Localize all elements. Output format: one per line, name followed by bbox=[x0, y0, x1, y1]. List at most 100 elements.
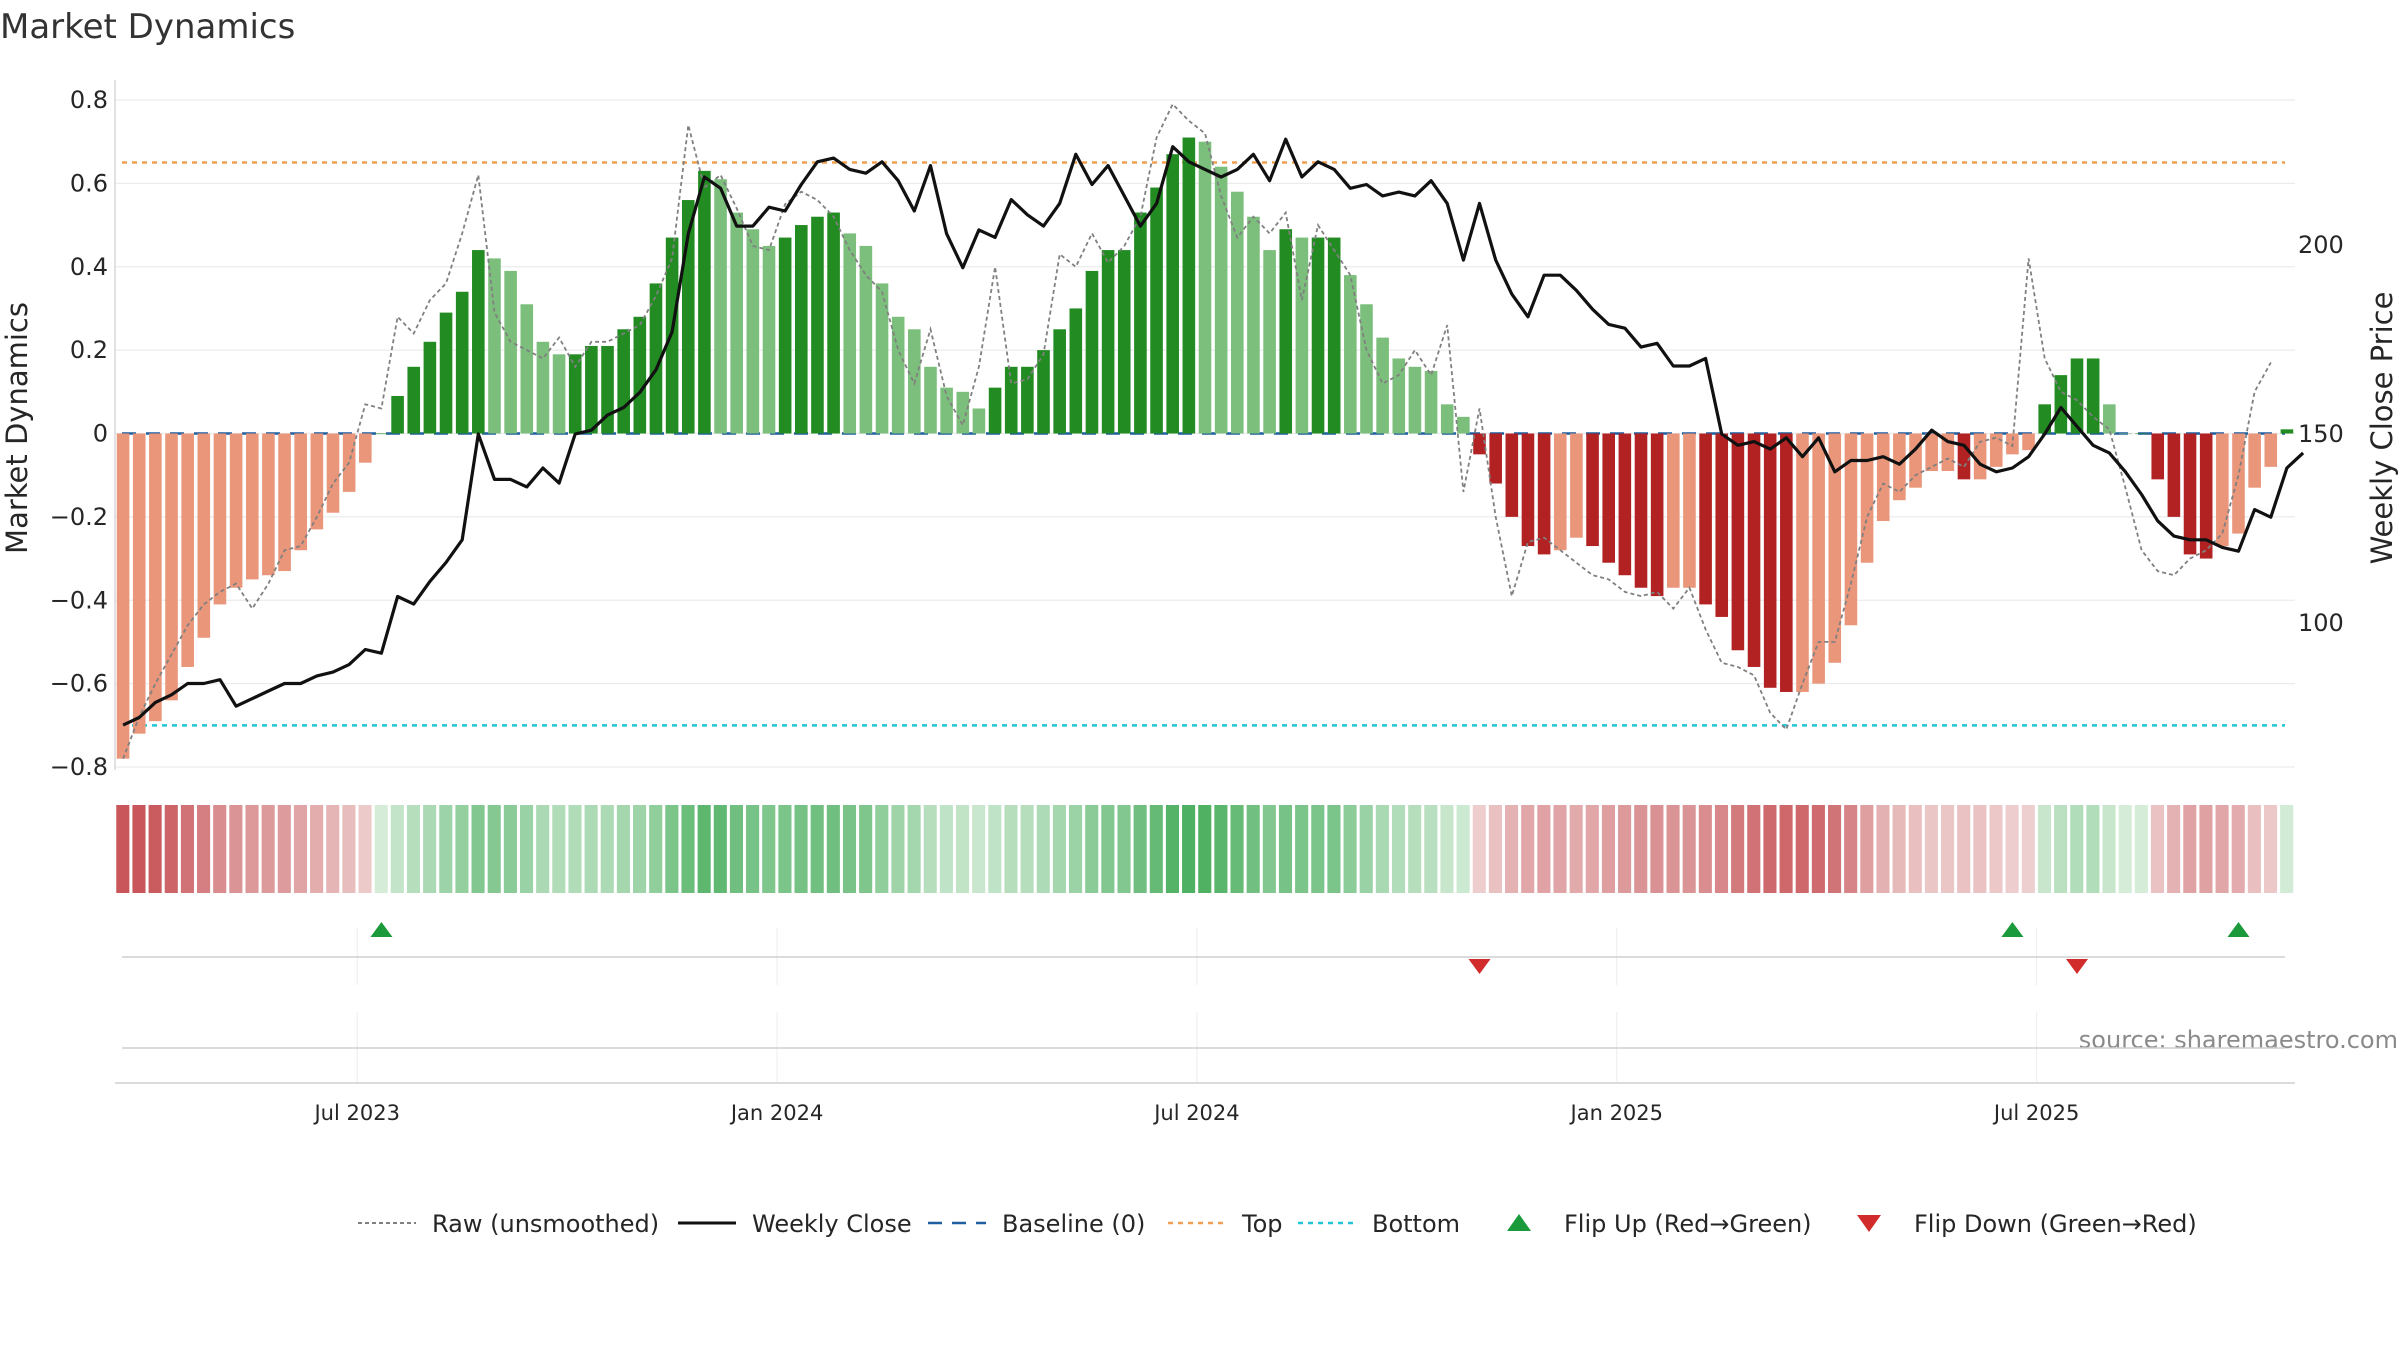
dynamics-bar bbox=[1731, 433, 1745, 651]
legend-label: Top bbox=[1241, 1210, 1283, 1238]
heat-strip-cell bbox=[2118, 805, 2132, 893]
heat-strip-cell bbox=[1957, 805, 1971, 893]
heat-strip-cell bbox=[2070, 805, 2084, 893]
heat-strip-cell bbox=[342, 805, 356, 893]
dynamics-bar bbox=[1957, 433, 1971, 480]
dynamics-bar bbox=[504, 270, 517, 434]
heat-strip-cell bbox=[132, 805, 146, 893]
heat-strip-cell bbox=[1440, 805, 1454, 893]
heat-strip-cell bbox=[2054, 805, 2068, 893]
x-tick-label: Jul 2024 bbox=[1152, 1101, 1239, 1125]
y-tick-label: −0.2 bbox=[50, 503, 108, 531]
dynamics-bar bbox=[633, 316, 647, 434]
heat-strip-cell bbox=[245, 805, 259, 893]
heat-strip-cell bbox=[1424, 805, 1438, 893]
dynamics-bar bbox=[794, 225, 808, 434]
heat-strip-cell bbox=[955, 805, 970, 893]
dynamics-bar bbox=[2022, 433, 2035, 451]
legend-label: Weekly Close bbox=[752, 1210, 912, 1238]
dynamics-bar bbox=[811, 216, 824, 434]
heat-strip-cell bbox=[1278, 805, 1293, 893]
dynamics-bar bbox=[1634, 433, 1648, 588]
heat-strip-cell bbox=[374, 805, 388, 893]
legend-item-close: Weekly Close bbox=[678, 1210, 912, 1238]
dynamics-bar bbox=[859, 245, 873, 434]
heat-strip-cell bbox=[2102, 805, 2116, 893]
dynamics-bar bbox=[778, 237, 792, 434]
heat-strip-cell bbox=[1521, 805, 1535, 893]
heat-strip-cell bbox=[536, 805, 550, 893]
heat-strip-cell bbox=[568, 805, 582, 893]
heat-strip-cell bbox=[1101, 805, 1115, 893]
dynamics-bar bbox=[2070, 358, 2084, 434]
heat-strip-cell bbox=[1844, 805, 1858, 893]
dynamics-bar bbox=[1424, 370, 1438, 434]
heat-strip-cell bbox=[2215, 805, 2229, 893]
dynamics-bar bbox=[568, 354, 582, 434]
dynamics-bar bbox=[746, 229, 760, 434]
legend-label: Bottom bbox=[1372, 1210, 1460, 1238]
heat-strip-cell bbox=[1408, 805, 1422, 893]
dynamics-bar bbox=[1392, 358, 1406, 434]
raw-series bbox=[122, 102, 2272, 760]
heat-strip-cell bbox=[972, 805, 986, 893]
heat-strip-cell bbox=[310, 805, 324, 893]
dynamics-bar bbox=[843, 233, 857, 434]
heat-strip-cell bbox=[293, 805, 308, 893]
dynamics-bar bbox=[698, 170, 711, 434]
dynamics-bar bbox=[455, 291, 469, 434]
weekly-close-series bbox=[122, 137, 2305, 727]
heat-strip-cell bbox=[2199, 805, 2213, 893]
dynamics-bar bbox=[1037, 350, 1050, 434]
heat-strip-cell bbox=[1359, 805, 1373, 893]
dynamics-bar bbox=[1570, 433, 1583, 538]
dynamics-bar bbox=[1973, 433, 1987, 480]
heat-strip-cell bbox=[826, 805, 840, 893]
heat-strip-cell bbox=[1149, 805, 1163, 893]
heat-strip-cell bbox=[2247, 805, 2261, 893]
heat-strip-cell bbox=[1295, 805, 1309, 893]
heat-strip-cell bbox=[180, 805, 194, 893]
heat-strip-cell bbox=[277, 805, 291, 893]
dynamics-bar bbox=[1893, 433, 1906, 501]
heat-strip-cell bbox=[1262, 805, 1276, 893]
heat-strip-cell bbox=[423, 805, 437, 893]
dynamics-bar bbox=[1117, 250, 1131, 434]
dynamics-bar bbox=[1279, 229, 1293, 434]
heat-strip-cell bbox=[842, 805, 857, 893]
legend-flip-up-icon bbox=[1507, 1214, 1531, 1231]
dynamics-bar bbox=[520, 304, 534, 434]
dynamics-bar bbox=[1763, 433, 1777, 688]
heat-strip-cell bbox=[1327, 805, 1341, 893]
dynamics-bar bbox=[2102, 404, 2116, 434]
dynamics-bar bbox=[1085, 270, 1099, 434]
dynamics-bar bbox=[326, 433, 340, 513]
dynamics-bar bbox=[1505, 433, 1519, 517]
heat-strip-cell bbox=[1569, 805, 1583, 893]
heat-strip-cell bbox=[1165, 805, 1180, 893]
dynamics-bar bbox=[1586, 433, 1599, 547]
heat-strip-cell bbox=[762, 805, 776, 893]
heat-strip-cell bbox=[681, 805, 695, 893]
heat-strip-cell bbox=[1827, 805, 1842, 893]
dynamics-bar bbox=[197, 433, 211, 638]
heat-strip-cell bbox=[213, 805, 227, 893]
heat-strip-cell bbox=[1052, 805, 1066, 893]
heat-strip-cell bbox=[810, 805, 824, 893]
heat-strip-cell bbox=[1779, 805, 1793, 893]
dynamics-bar bbox=[1473, 433, 1486, 455]
heat-strip-cell bbox=[1601, 805, 1616, 893]
dynamics-bar bbox=[617, 329, 630, 434]
dynamics-bar bbox=[924, 366, 937, 434]
dynamics-bar bbox=[1747, 433, 1761, 667]
y2-tick-label: 100 bbox=[2298, 609, 2344, 637]
dynamics-bar bbox=[1021, 366, 1034, 434]
heat-strip-cell bbox=[148, 805, 162, 893]
dynamics-bar bbox=[116, 433, 130, 759]
dynamics-bar bbox=[245, 433, 259, 580]
dynamics-bar bbox=[1989, 433, 2003, 467]
heat-strip-cell bbox=[439, 805, 453, 893]
x-tick-label: Jul 2025 bbox=[1992, 1101, 2079, 1125]
dynamics-bar bbox=[1069, 308, 1083, 434]
